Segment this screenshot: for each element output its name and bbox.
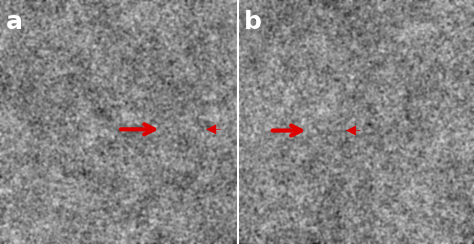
Text: b: b — [244, 10, 262, 34]
Text: a: a — [6, 10, 23, 34]
